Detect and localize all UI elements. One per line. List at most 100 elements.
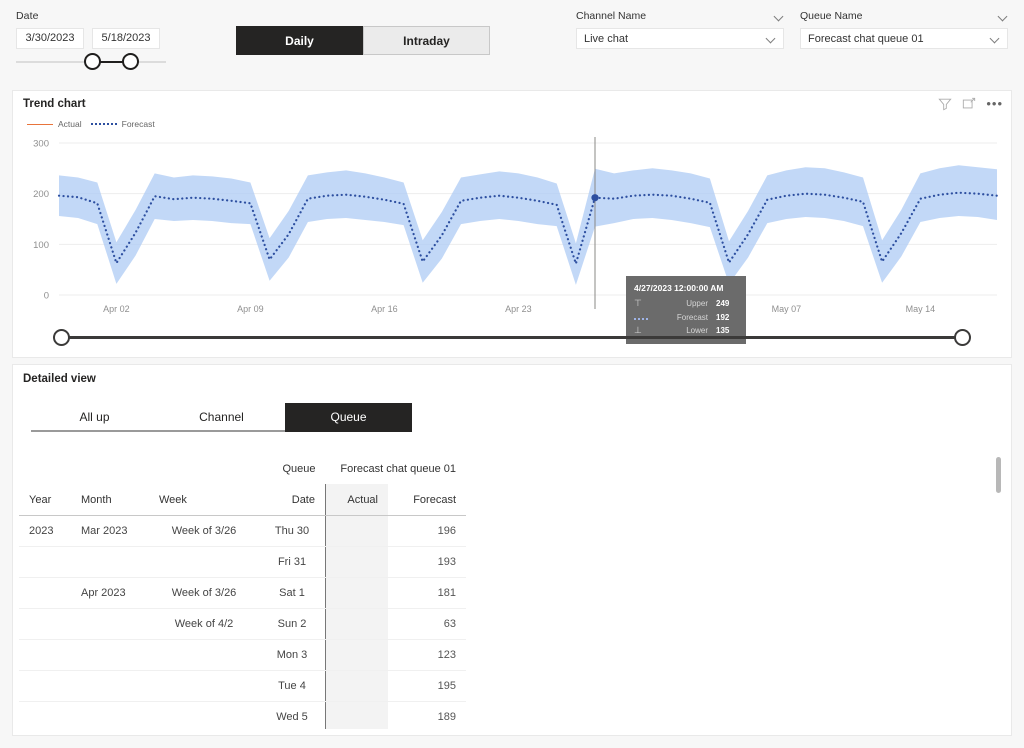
channel-name-dropdown[interactable]: Live chat	[576, 28, 784, 49]
tooltip-row-lower: ⊥ Lower 135	[634, 325, 738, 336]
matrix-cell-year	[19, 546, 71, 578]
chart-range-handle-end[interactable]	[954, 329, 971, 346]
date-range-handle-end[interactable]	[122, 53, 139, 70]
matrix-cell-week	[149, 546, 259, 578]
date-start-input[interactable]: 3/30/2023	[16, 28, 84, 49]
matrix-cell-actual	[325, 608, 388, 640]
date-range-fill	[92, 61, 130, 63]
filter-icon[interactable]	[938, 97, 952, 111]
more-options-icon[interactable]: •••	[986, 96, 1003, 111]
matrix-cell-actual	[325, 639, 388, 671]
tooltip-forecast-value: 192	[716, 312, 730, 322]
matrix-cell-week	[149, 639, 259, 671]
queue-name-value: Forecast chat queue 01	[808, 32, 924, 45]
detailed-view-card: Detailed view All up Channel Queue Queue…	[12, 364, 1012, 736]
matrix-cell-date: Fri 31	[259, 546, 326, 578]
tooltip-forecast-label: Forecast	[676, 312, 708, 322]
matrix-cell-year	[19, 670, 71, 702]
tab-all-up[interactable]: All up	[31, 403, 158, 432]
table-row[interactable]: Wed 5 189	[19, 701, 466, 729]
matrix-cell-month: Mar 2023	[71, 515, 149, 547]
chart-y-axis-labels: 0 100 200 300	[33, 139, 49, 302]
matrix-cell-forecast: 195	[388, 670, 466, 702]
actual-legend-swatch	[27, 123, 53, 125]
y-axis-tick-label: 200	[33, 189, 49, 200]
trend-chart-legend: Actual Forecast	[27, 119, 155, 129]
queue-name-dropdown[interactable]: Forecast chat queue 01	[800, 28, 1008, 49]
matrix-cell-week: Week of 3/26	[149, 515, 259, 547]
matrix-cell-date: Tue 4	[259, 670, 326, 702]
focus-mode-icon[interactable]	[962, 97, 976, 111]
matrix-cell-year	[19, 701, 71, 729]
matrix-table-container[interactable]: Queue Forecast chat queue 01 Year Month …	[19, 453, 1005, 729]
tab-queue[interactable]: Queue	[285, 403, 412, 432]
column-header-forecast[interactable]: Forecast	[388, 484, 466, 516]
filter-bar: Date 3/30/2023 5/18/2023 Daily Intraday …	[0, 0, 1024, 88]
matrix-column-header-row: Year Month Week Date Actual Forecast	[19, 484, 466, 516]
tooltip-upper-value: 249	[716, 299, 730, 308]
column-header-actual[interactable]: Actual	[325, 484, 388, 516]
chart-range-slider[interactable]	[13, 327, 1011, 347]
tooltip-title: 4/27/2023 12:00:00 AM	[634, 283, 724, 293]
channel-name-value: Live chat	[584, 32, 629, 45]
tooltip-lower-value: 135	[716, 326, 730, 335]
column-header-month[interactable]: Month	[71, 484, 149, 516]
confidence-band	[59, 165, 997, 285]
matrix-cell-month	[71, 608, 149, 640]
matrix-cell-date: Sat 1	[259, 577, 326, 609]
matrix-table-head: Queue Forecast chat queue 01 Year Month …	[19, 453, 466, 516]
matrix-cell-actual	[325, 701, 388, 729]
detailed-view-tabs: All up Channel Queue	[31, 403, 412, 432]
table-row[interactable]: Week of 4/2 Sun 2 63	[19, 608, 466, 640]
matrix-cell-date: Sun 2	[259, 608, 326, 640]
table-row[interactable]: 2023 Mar 2023 Week of 3/26 Thu 30 196	[19, 515, 466, 547]
granularity-intraday-button[interactable]: Intraday	[363, 26, 490, 55]
column-header-date[interactable]: Date	[259, 484, 326, 516]
x-axis-tick-label: Apr 09	[237, 304, 264, 314]
matrix-cell-month	[71, 546, 149, 578]
date-slicer: Date 3/30/2023 5/18/2023	[16, 10, 226, 70]
matrix-cell-forecast: 193	[388, 546, 466, 578]
highlighted-data-point	[591, 194, 599, 202]
matrix-cell-week	[149, 701, 259, 729]
tab-channel[interactable]: Channel	[158, 403, 285, 432]
table-row[interactable]: Mon 3 123	[19, 639, 466, 671]
chevron-down-icon[interactable]	[767, 34, 776, 43]
table-row[interactable]: Fri 31 193	[19, 546, 466, 578]
y-axis-tick-label: 100	[33, 240, 49, 251]
chevron-down-icon[interactable]	[775, 12, 784, 21]
date-range-slider[interactable]	[16, 53, 166, 70]
y-axis-tick-label: 300	[33, 139, 49, 150]
table-row[interactable]: Apr 2023 Week of 3/26 Sat 1 181	[19, 577, 466, 609]
channel-name-label: Channel Name	[576, 10, 647, 22]
matrix-cell-week	[149, 670, 259, 702]
table-row[interactable]: Tue 4 195	[19, 670, 466, 702]
matrix-cell-actual	[325, 515, 388, 547]
date-range-handle-start[interactable]	[84, 53, 101, 70]
chart-range-handle-start[interactable]	[53, 329, 70, 346]
matrix-cell-actual	[325, 577, 388, 609]
date-end-input[interactable]: 5/18/2023	[92, 28, 160, 49]
forecast-legend-label: Forecast	[121, 119, 155, 129]
chevron-down-icon[interactable]	[999, 12, 1008, 21]
tooltip-row-forecast: Forecast 192	[634, 312, 738, 322]
group-header-measure: Forecast chat queue 01	[340, 462, 456, 475]
y-axis-tick-label: 0	[44, 291, 49, 302]
chevron-down-icon[interactable]	[991, 34, 1000, 43]
trend-chart-header: Trend chart •••	[13, 91, 1011, 117]
column-header-week[interactable]: Week	[149, 484, 259, 516]
chart-tooltip: 4/27/2023 12:00:00 AM ⊤ Upper 249 Foreca…	[626, 276, 746, 344]
granularity-daily-button[interactable]: Daily	[236, 26, 363, 55]
tooltip-lower-label: Lower	[686, 326, 708, 335]
queue-name-slicer: Queue Name Forecast chat queue 01	[800, 10, 1008, 49]
matrix-cell-month	[71, 639, 149, 671]
x-axis-tick-label: Apr 02	[103, 304, 130, 314]
chart-range-track[interactable]	[59, 336, 965, 339]
matrix-cell-forecast: 123	[388, 639, 466, 671]
matrix-cell-date: Mon 3	[259, 639, 326, 671]
column-header-year[interactable]: Year	[19, 484, 71, 516]
matrix-vertical-scrollbar[interactable]	[996, 457, 1001, 493]
